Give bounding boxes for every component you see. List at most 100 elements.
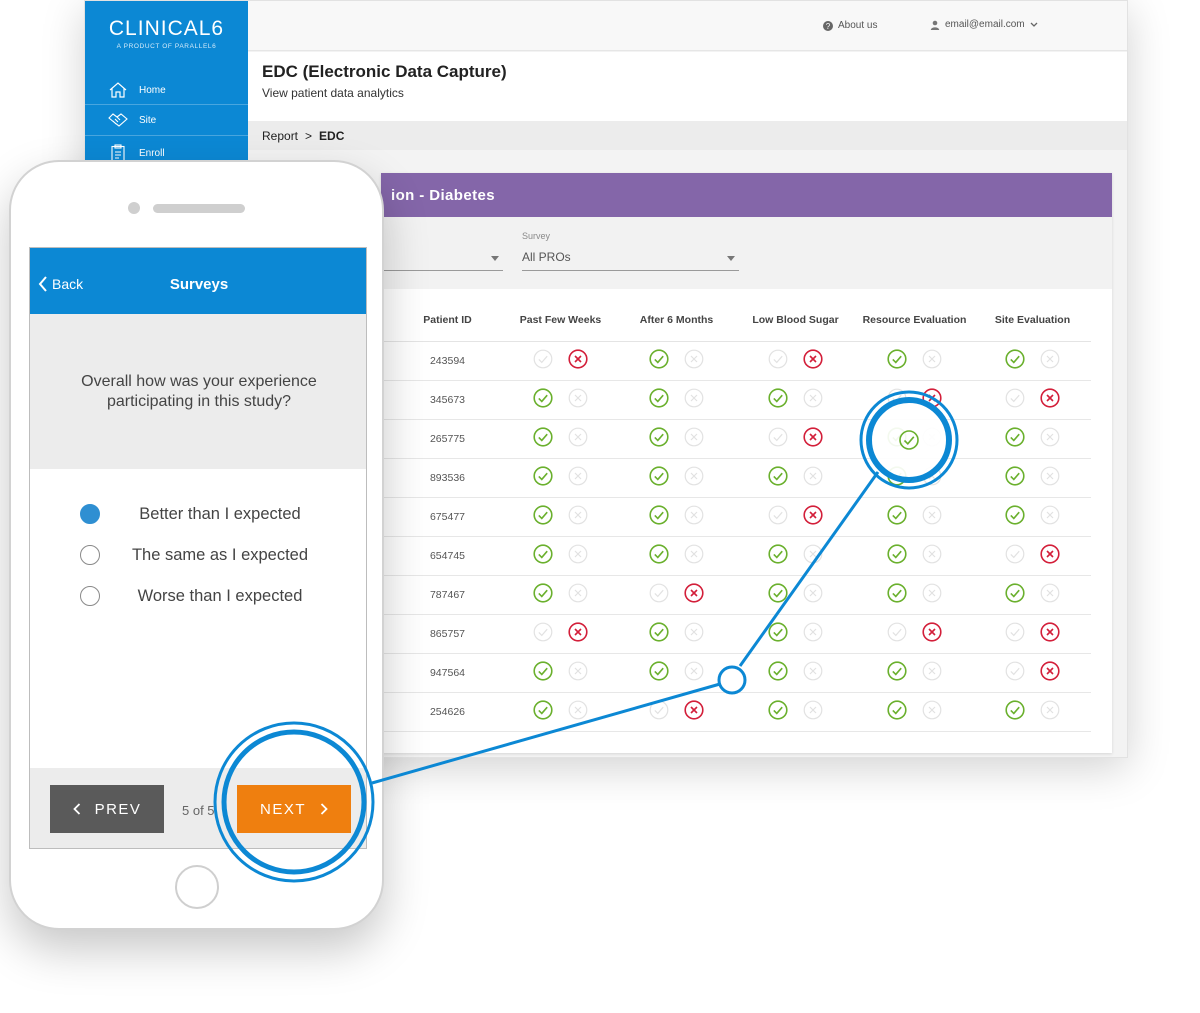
status-cell	[617, 614, 736, 654]
spacer	[381, 380, 391, 420]
x-circle-icon	[684, 700, 704, 720]
column-header: Patient ID	[391, 299, 504, 342]
status-cell	[974, 614, 1091, 654]
status-pair	[533, 388, 588, 408]
check-circle-icon	[533, 466, 553, 486]
home-icon	[107, 79, 129, 101]
status-cell	[617, 419, 736, 459]
status-pair	[1005, 622, 1060, 642]
status-pair	[768, 505, 823, 525]
dropdown-arrow-icon	[727, 256, 735, 261]
user-menu[interactable]: email@email.com	[930, 19, 1038, 30]
status-cell	[617, 692, 736, 732]
radio-selected[interactable]	[80, 504, 100, 524]
status-pair	[1005, 583, 1060, 603]
spacer	[381, 614, 391, 654]
x-circle-icon	[803, 466, 823, 486]
chevron-left-icon	[38, 276, 47, 292]
x-circle-icon	[803, 349, 823, 369]
status-pair	[533, 661, 588, 681]
patient-id-cell: 345673	[391, 380, 504, 420]
back-button[interactable]: Back	[38, 276, 83, 292]
speaker	[153, 204, 245, 213]
x-circle-icon	[1040, 544, 1060, 564]
check-circle-icon	[649, 466, 669, 486]
sidebar-item-site[interactable]: Site	[85, 105, 248, 135]
table-row: 345673	[381, 380, 1091, 420]
check-circle-icon	[768, 622, 788, 642]
x-circle-icon	[922, 583, 942, 603]
check-circle-icon	[649, 622, 669, 642]
chevron-down-icon	[1030, 22, 1038, 27]
status-cell	[617, 536, 736, 576]
x-circle-icon	[684, 427, 704, 447]
page-indicator: 5 of 5	[182, 803, 215, 818]
status-pair	[649, 427, 704, 447]
status-pair	[887, 466, 942, 486]
study-select[interactable]	[381, 247, 503, 271]
status-pair	[533, 700, 588, 720]
status-pair	[768, 622, 823, 642]
spacer	[381, 341, 391, 381]
status-pair	[1005, 700, 1060, 720]
radio-unselected[interactable]	[80, 586, 100, 606]
status-cell	[974, 536, 1091, 576]
spacer	[381, 419, 391, 459]
x-circle-icon	[684, 544, 704, 564]
top-bar: ? About us email@email.com	[248, 1, 1127, 51]
phone-mockup: Back Surveys Overall how was your experi…	[9, 160, 384, 930]
x-circle-icon	[568, 349, 588, 369]
check-circle-icon	[768, 466, 788, 486]
about-us-link[interactable]: ? About us	[823, 20, 877, 31]
answer-option[interactable]: The same as I expected	[30, 540, 366, 570]
sidebar-item-home[interactable]: Home	[85, 75, 248, 105]
status-pair	[1005, 466, 1060, 486]
status-pair	[887, 388, 942, 408]
status-pair	[1005, 661, 1060, 681]
x-circle-icon	[568, 661, 588, 681]
phone-screen: Back Surveys Overall how was your experi…	[29, 247, 367, 849]
status-cell	[617, 341, 736, 381]
x-circle-icon	[684, 466, 704, 486]
check-circle-icon	[768, 661, 788, 681]
check-circle-icon	[533, 661, 553, 681]
status-cell	[974, 380, 1091, 420]
patient-table: Patient ID Past Few Weeks After 6 Months…	[381, 299, 1091, 732]
answer-option[interactable]: Worse than I expected	[30, 581, 366, 611]
home-button[interactable]	[175, 865, 219, 909]
check-circle-icon	[649, 661, 669, 681]
option-label: Better than I expected	[139, 504, 301, 523]
next-button[interactable]: NEXT	[237, 785, 351, 833]
status-cell	[504, 653, 617, 693]
x-circle-icon	[684, 505, 704, 525]
patient-id-cell: 947564	[391, 653, 504, 693]
prev-button[interactable]: PREV	[50, 785, 164, 833]
column-header: After 6 Months	[617, 299, 736, 342]
x-circle-icon	[568, 427, 588, 447]
check-circle-icon	[1005, 622, 1025, 642]
status-cell	[736, 458, 855, 498]
x-circle-icon	[1040, 349, 1060, 369]
table-row: 254626	[381, 692, 1091, 732]
breadcrumb-separator: >	[305, 128, 313, 143]
survey-select[interactable]: Survey All PROs	[522, 231, 739, 271]
answer-option[interactable]: Better than I expected	[30, 499, 366, 529]
table-row: 654745	[381, 536, 1091, 576]
breadcrumb-parent[interactable]: Report	[262, 128, 299, 143]
x-circle-icon	[684, 388, 704, 408]
option-label: Worse than I expected	[137, 586, 303, 605]
table-row: 893536	[381, 458, 1091, 498]
x-circle-icon	[803, 388, 823, 408]
status-cell	[855, 575, 974, 615]
sidebar-item-label: Site	[139, 114, 157, 126]
status-cell	[504, 614, 617, 654]
survey-value: All PROs	[522, 250, 571, 264]
check-circle-icon	[1005, 349, 1025, 369]
column-header: Site Evaluation	[974, 299, 1091, 342]
check-circle-icon	[887, 505, 907, 525]
status-cell	[974, 653, 1091, 693]
radio-unselected[interactable]	[80, 545, 100, 565]
check-circle-icon	[768, 427, 788, 447]
spacer	[381, 575, 391, 615]
status-cell	[504, 575, 617, 615]
